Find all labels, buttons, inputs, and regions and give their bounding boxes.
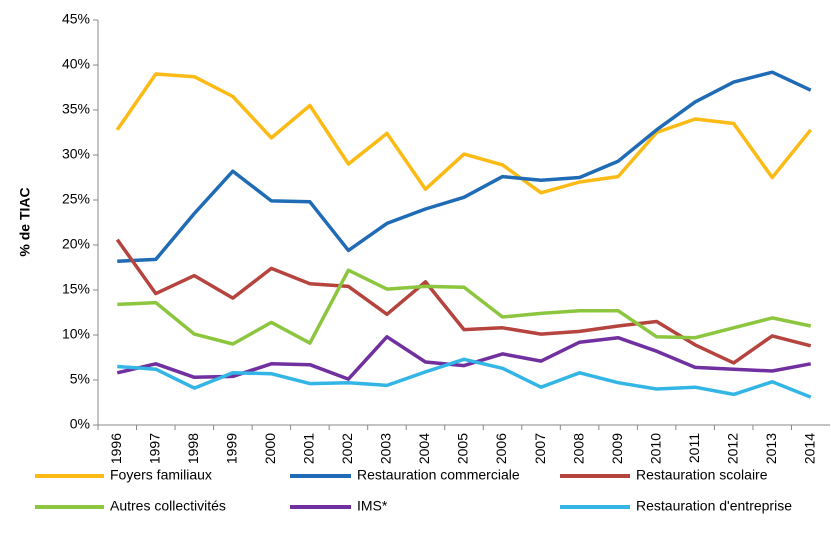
- legend-label: Restauration d'entreprise: [636, 498, 792, 514]
- y-tick-label: 15%: [62, 281, 90, 297]
- y-tick-label: 30%: [62, 146, 90, 162]
- x-tick-label: 2012: [724, 433, 740, 464]
- x-tick-label: 2002: [339, 433, 355, 464]
- x-tick-label: 2000: [262, 433, 278, 464]
- legend-label: Restauration commerciale: [357, 467, 520, 483]
- series-line: [115, 238, 812, 365]
- series-line: [116, 335, 812, 381]
- y-tick-label: 0%: [70, 416, 90, 432]
- series-line: [117, 268, 812, 346]
- series-line: [117, 70, 812, 263]
- y-tick-label: 25%: [62, 191, 90, 207]
- x-tick-label: 1999: [224, 433, 240, 464]
- y-axis-label: % de TIAC: [17, 187, 33, 256]
- x-tick-label: 2010: [647, 433, 663, 464]
- y-tick-label: 20%: [62, 236, 90, 252]
- y-tick-label: 40%: [62, 56, 90, 72]
- legend-label: Foyers familiaux: [110, 467, 212, 483]
- y-tick-label: 5%: [70, 371, 90, 387]
- y-tick-label: 45%: [62, 11, 90, 27]
- series-line: [115, 72, 813, 195]
- series-line: [117, 357, 812, 399]
- x-tick-label: 2004: [416, 433, 432, 464]
- x-tick-label: 2007: [532, 433, 548, 464]
- x-tick-label: 2013: [763, 433, 779, 464]
- x-tick-label: 2014: [801, 433, 817, 464]
- x-tick-label: 2005: [455, 433, 471, 464]
- x-tick-label: 2001: [301, 433, 317, 464]
- x-tick-label: 1997: [146, 433, 162, 464]
- legend-label: Autres collectivités: [110, 498, 226, 514]
- x-tick-label: 2009: [609, 433, 625, 464]
- y-tick-label: 35%: [62, 101, 90, 117]
- y-tick-label: 10%: [62, 326, 90, 342]
- legend-label: Restauration scolaire: [636, 467, 768, 483]
- x-tick-label: 2003: [378, 433, 394, 464]
- legend-label: IMS*: [357, 498, 388, 514]
- x-tick-label: 2006: [493, 433, 509, 464]
- x-tick-label: 2008: [570, 433, 586, 464]
- x-tick-label: 1996: [108, 433, 124, 464]
- x-tick-label: 1998: [185, 433, 201, 464]
- x-tick-label: 2011: [686, 433, 702, 463]
